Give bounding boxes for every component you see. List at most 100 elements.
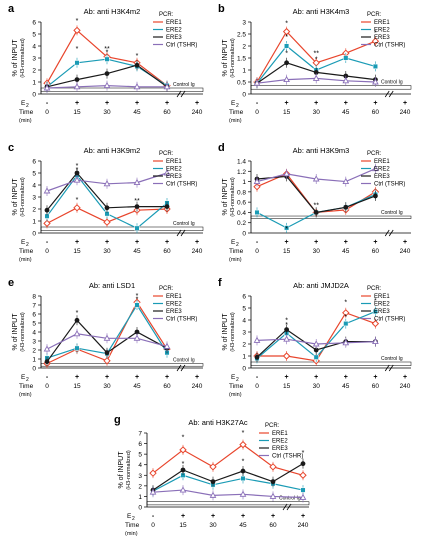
significance-star: * — [76, 18, 79, 25]
legend-label: Ctrl (TSHR) — [166, 182, 197, 188]
x-tick-label: 240 — [400, 248, 411, 255]
data-point — [209, 463, 217, 471]
e2-subscript: 2 — [26, 242, 29, 248]
x-tick-label: 45 — [342, 109, 350, 116]
y-axis-label: % of INPUT — [222, 39, 229, 77]
data-point — [371, 37, 380, 45]
y-axis-label: % of INPUT — [12, 313, 19, 351]
series-line-ere2 — [152, 474, 304, 492]
data-point — [134, 302, 140, 308]
x-tick-label: 240 — [400, 383, 411, 390]
data-point — [283, 170, 290, 177]
significance-star: ** — [313, 51, 319, 58]
legend-label: Ctrl (TSHR) — [374, 317, 405, 323]
e2-sign: - — [256, 239, 259, 246]
y-tick-label: 0 — [32, 366, 36, 373]
axis-break-mark — [384, 90, 390, 98]
axis-break-mark — [176, 229, 182, 237]
data-point — [300, 461, 306, 467]
y-tick-label: 0.6 — [237, 200, 246, 207]
time-label: Time — [19, 383, 34, 390]
e2-sign: + — [373, 100, 377, 107]
data-point — [284, 43, 290, 49]
e2-sign: + — [241, 513, 245, 520]
x-tick-label: 240 — [298, 522, 309, 529]
e2-sign: + — [314, 239, 318, 246]
legend-title: PCR: — [159, 151, 174, 157]
legend-label: ERE3 — [374, 174, 390, 180]
control-ig-band — [250, 85, 412, 90]
series-line-ctrl-tshr- — [152, 489, 304, 499]
data-point — [372, 309, 378, 315]
legend-label: ERE2 — [374, 302, 390, 308]
y-axis-label: % of INPUT — [12, 39, 19, 77]
x-tick-label: 240 — [192, 248, 203, 255]
data-point — [284, 327, 289, 332]
e2-sign: - — [46, 239, 49, 246]
x-tick-label: 45 — [239, 522, 247, 529]
y-tick-label: 6 — [32, 159, 36, 166]
significance-star: * — [285, 34, 288, 41]
y-tick-label: 1 — [242, 68, 246, 75]
data-point — [103, 81, 111, 89]
chart-title: Ab: anti H3K4m3 — [293, 7, 350, 16]
legend-label: ERE2 — [374, 167, 390, 173]
data-point — [313, 354, 319, 360]
y-tick-label: 0.4 — [237, 210, 246, 217]
x-tick-label: 45 — [133, 248, 141, 255]
e2-label: E — [231, 374, 236, 381]
axis-break-mark — [180, 90, 186, 98]
x-tick-label: 45 — [342, 248, 350, 255]
e2-subscript: 2 — [26, 377, 29, 383]
significance-star: * — [285, 21, 288, 28]
e2-subscript: 2 — [236, 103, 239, 109]
y-axis-sublabel: (H3-normalized) — [20, 312, 26, 352]
e2-label: E — [21, 374, 26, 381]
data-point — [239, 490, 247, 497]
time-label: Time — [19, 248, 34, 255]
e2-sign: + — [211, 513, 215, 520]
control-ig-label: Control Ig — [173, 82, 195, 88]
y-axis-label: % of INPUT — [118, 451, 125, 489]
x-tick-label: 15 — [283, 383, 291, 390]
time-unit-label: (min) — [229, 392, 242, 398]
control-ig-label: Control Ig — [381, 210, 403, 216]
significance-star: * — [344, 299, 347, 306]
data-point — [343, 204, 349, 210]
data-point — [74, 345, 80, 351]
significance-star: * — [374, 298, 377, 305]
e2-subscript: 2 — [26, 103, 29, 109]
axis-break-mark — [176, 90, 182, 98]
data-point — [73, 330, 81, 337]
significance-star: * — [182, 461, 185, 468]
e2-sign: + — [373, 239, 377, 246]
y-axis-label: % of INPUT — [222, 178, 229, 216]
data-point — [282, 27, 291, 36]
legend-title: PCR: — [367, 151, 382, 157]
e2-sign: + — [271, 513, 275, 520]
x-tick-label: 30 — [313, 383, 321, 390]
legend-label: ERE3 — [272, 446, 288, 452]
x-tick-label: 30 — [313, 248, 321, 255]
y-axis-sublabel: (H3-normalized) — [126, 450, 132, 490]
data-point — [209, 491, 217, 498]
y-tick-label: 1 — [32, 357, 36, 364]
data-point — [103, 218, 111, 226]
data-point — [73, 83, 81, 90]
data-point — [269, 492, 277, 499]
data-point — [149, 469, 157, 477]
x-tick-label: 240 — [400, 109, 411, 116]
data-point — [372, 337, 379, 345]
data-point — [239, 440, 247, 449]
legend-title: PCR: — [367, 286, 382, 292]
x-tick-label: 15 — [73, 109, 81, 116]
y-tick-label: 1 — [138, 494, 142, 501]
e2-sign: + — [195, 374, 199, 381]
data-point — [104, 205, 110, 211]
data-point — [343, 55, 349, 61]
data-point — [133, 178, 141, 186]
axis-break-mark — [384, 229, 390, 237]
y-tick-label: 3 — [32, 195, 36, 202]
